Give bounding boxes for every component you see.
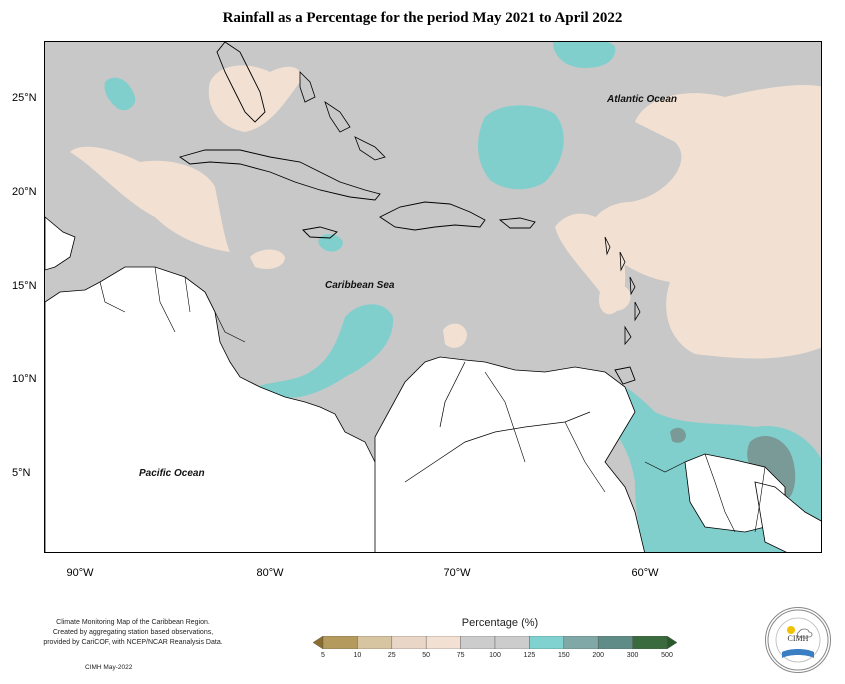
lat-label-5n: 5°N	[12, 467, 31, 479]
legend-swatch	[460, 636, 496, 649]
legend-swatch	[598, 636, 633, 649]
peach-area-florida	[208, 65, 301, 132]
border-lines	[484, 371, 766, 533]
credits-line-1: Climate Monitoring Map of the Caribbean …	[56, 619, 210, 626]
cloud-icon	[797, 628, 813, 638]
legend-tick-label: 25	[387, 652, 396, 659]
rainfall-map: Atlantic Ocean Caribbean Sea Pacific Oce…	[44, 41, 822, 553]
legend-tick-label: 300	[626, 652, 639, 659]
legend-swatch	[563, 636, 599, 649]
lon-label-90w: 90°W	[66, 567, 94, 579]
logo-text: CIMH	[787, 634, 809, 643]
cimh-logo: CIMH	[765, 607, 831, 673]
teal-area-gulf	[104, 77, 136, 111]
peach-area-atlantic-east	[589, 85, 821, 359]
legend-swatch	[357, 636, 392, 649]
cimh-stamp: CIMH May-2022	[85, 664, 133, 671]
legend-swatch	[322, 636, 358, 649]
legend-tick-label: 125	[523, 652, 536, 659]
island-cuba	[178, 149, 381, 201]
credits-block: Climate Monitoring Map of the Caribbean …	[28, 618, 238, 648]
legend-swatch	[529, 636, 564, 649]
legend-swatch	[632, 636, 668, 649]
land-south-america	[374, 356, 645, 552]
lon-label-70w: 70°W	[443, 567, 471, 579]
island-hispaniola	[379, 201, 486, 231]
legend-tick-label: 10	[353, 652, 362, 659]
island-bahamas	[299, 71, 386, 161]
island-lesser-antilles	[604, 236, 641, 346]
map-title: Rainfall as a Percentage for the period …	[222, 10, 623, 26]
sun-icon	[787, 626, 795, 634]
legend-tick-label: 100	[489, 652, 501, 659]
pacific-ocean-label: Pacific Ocean	[139, 468, 205, 479]
peach-area-small-3	[600, 284, 631, 312]
atlantic-ocean-label: Atlantic Ocean	[607, 94, 678, 105]
peach-area-small-1	[250, 249, 285, 269]
teal-area-jamaica	[318, 234, 343, 252]
legend-swatch	[391, 636, 427, 649]
credits-line-3: provided by CariCOF, with NCEP/NCAR Rean…	[43, 639, 223, 646]
water-icon	[782, 649, 814, 658]
island-jamaica	[302, 226, 338, 239]
lon-label-60w: 60°W	[631, 567, 659, 579]
legend-tick-label: 50	[422, 652, 431, 659]
credits-line-2: Created by aggregating station based obs…	[52, 629, 214, 636]
island-trinidad	[614, 366, 636, 385]
caribbean-sea-label: Caribbean Sea	[325, 280, 395, 291]
logo-graphic	[767, 609, 829, 671]
legend-tick-label: 75	[456, 652, 465, 659]
legend-swatch	[313, 636, 324, 649]
lat-label-25n: 25°N	[12, 92, 37, 104]
legend-swatch	[494, 636, 530, 649]
island-florida	[216, 42, 266, 123]
peach-area-yucatan	[70, 146, 230, 252]
land-mexico-west	[45, 216, 76, 271]
legend-swatch	[426, 636, 461, 649]
legend-tick-label: 500	[661, 652, 673, 659]
teal-area-bahamas-north	[553, 42, 616, 68]
legend-tick-label: 150	[557, 652, 570, 659]
island-puerto-rico	[498, 217, 536, 229]
legend-swatch	[666, 636, 677, 649]
peach-area-small-2	[443, 323, 467, 348]
lat-label-10n: 10°N	[12, 373, 37, 385]
legend-tick-label: 5	[321, 652, 325, 659]
land-suriname	[754, 481, 821, 552]
teal-area-colombia-coast	[257, 304, 394, 398]
lat-label-20n: 20°N	[12, 186, 37, 198]
border-central-america	[99, 266, 246, 343]
lon-label-80w: 80°W	[256, 567, 284, 579]
map-canvas	[45, 42, 821, 552]
lat-label-15n: 15°N	[12, 280, 37, 292]
teal-area-atlantic-blob	[478, 105, 564, 190]
legend-colorbar	[313, 636, 677, 649]
legend-title: Percentage (%)	[461, 617, 539, 629]
dark-teal-area-small	[670, 427, 686, 443]
legend-tick-label: 200	[592, 652, 605, 659]
